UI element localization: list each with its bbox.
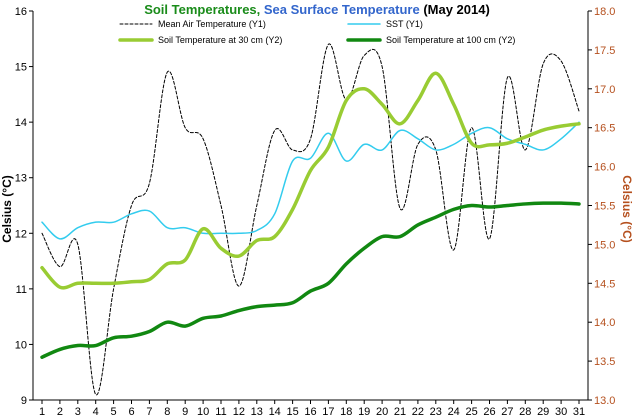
y-axis-right: 13.0 13.5 14.0 14.5 15.0 15.5 16.0 16.5 17.0 17.5… <box>587 6 615 407</box>
y2-tick-label: 17.0 <box>594 84 615 96</box>
x-tick-label: 7 <box>146 406 152 418</box>
x-tick-label: 12 <box>233 406 245 418</box>
chart-legend: Mean Air Temperature (Y1) SST (Y1) Soil Te… <box>118 19 515 45</box>
legend-label: Mean Air Temperature (Y1) <box>158 19 266 29</box>
x-tick-label: 6 <box>128 406 134 418</box>
y-axis-left-label: Celsius (°C) <box>0 175 14 242</box>
y-tick-label: 13 <box>15 173 27 185</box>
chart-title: Soil Temperatures, Sea Surface Temperatu… <box>144 2 490 17</box>
y2-tick-label: 15.5 <box>594 201 615 213</box>
x-tick-label: 5 <box>111 406 117 418</box>
legend-label: SST (Y1) <box>386 19 423 29</box>
chart-title-part: (May 2014) <box>423 2 489 17</box>
x-tick-label: 24 <box>448 406 460 418</box>
x-tick-label: 31 <box>573 406 585 418</box>
y2-tick-label: 15.0 <box>594 239 615 251</box>
legend-label: Soil Temperature at 100 cm (Y2) <box>386 35 515 45</box>
x-tick-label: 17 <box>322 406 334 418</box>
y-tick-label: 16 <box>15 6 27 18</box>
x-tick-label: 11 <box>215 406 226 418</box>
x-tick-label: 25 <box>465 406 477 418</box>
legend-label: Soil Temperature at 30 cm (Y2) <box>158 35 282 45</box>
y-tick-label: 9 <box>21 395 27 407</box>
x-tick-label: 13 <box>251 406 263 418</box>
chart-series <box>40 43 581 396</box>
y2-tick-label: 14.5 <box>594 278 615 290</box>
x-tick-label: 18 <box>340 406 352 418</box>
x-tick-label: 9 <box>182 406 188 418</box>
chart-title-text: Soil Temperatures, Sea Surface Temperatu… <box>144 2 490 17</box>
x-tick-label: 26 <box>483 406 495 418</box>
series-soil-30cm-line <box>40 71 581 290</box>
x-tick-label: 30 <box>555 406 567 418</box>
x-tick-label: 16 <box>304 406 316 418</box>
y-tick-label: 10 <box>15 339 27 351</box>
x-tick-label: 23 <box>430 406 442 418</box>
x-tick-label: 20 <box>376 406 388 418</box>
x-tick-label: 3 <box>75 406 81 418</box>
x-tick-label: 28 <box>519 406 531 418</box>
x-tick-label: 10 <box>197 406 209 418</box>
x-tick-label: 22 <box>412 406 424 418</box>
x-tick-label: 1 <box>39 406 45 418</box>
y-tick-label: 14 <box>15 117 27 129</box>
x-tick-label: 4 <box>93 406 99 418</box>
x-axis: 1 2 3 4 5 6 7 8 9 10 11 12 13 14 15 16 17 18 19 20 21 22 23 24 2… <box>33 399 588 418</box>
x-tick-label: 29 <box>537 406 549 418</box>
y2-tick-label: 13.5 <box>594 356 615 368</box>
x-tick-label: 15 <box>286 406 298 418</box>
y2-tick-label: 17.5 <box>594 45 615 57</box>
y2-tick-label: 14.0 <box>594 317 615 329</box>
y-axis-right-label: Celsius (°C) <box>620 175 634 242</box>
y2-tick-label: 16.5 <box>594 123 615 135</box>
x-tick-label: 2 <box>57 406 63 418</box>
x-tick-label: 21 <box>394 406 406 418</box>
y-tick-label: 12 <box>15 228 27 240</box>
x-tick-label: 8 <box>164 406 170 418</box>
series-soil-100cm-line <box>40 201 581 359</box>
chart-title-part: Soil Temperatures, <box>144 2 264 17</box>
y-tick-label: 11 <box>16 284 27 296</box>
y-axis-left: 9 10 11 12 13 14 15 16 <box>15 6 34 407</box>
y2-tick-label: 18.0 <box>594 6 615 18</box>
series-mean-air-temperature-line <box>41 43 580 396</box>
y2-tick-label: 16.0 <box>594 162 615 174</box>
y-tick-label: 15 <box>15 62 27 74</box>
series-sst-line <box>41 121 580 240</box>
x-tick-label: 19 <box>358 406 370 418</box>
x-tick-label: 14 <box>269 406 281 418</box>
y2-tick-label: 13.0 <box>594 395 615 407</box>
chart-title-part: Sea Surface Temperature <box>264 2 423 17</box>
x-tick-label: 27 <box>501 406 513 418</box>
